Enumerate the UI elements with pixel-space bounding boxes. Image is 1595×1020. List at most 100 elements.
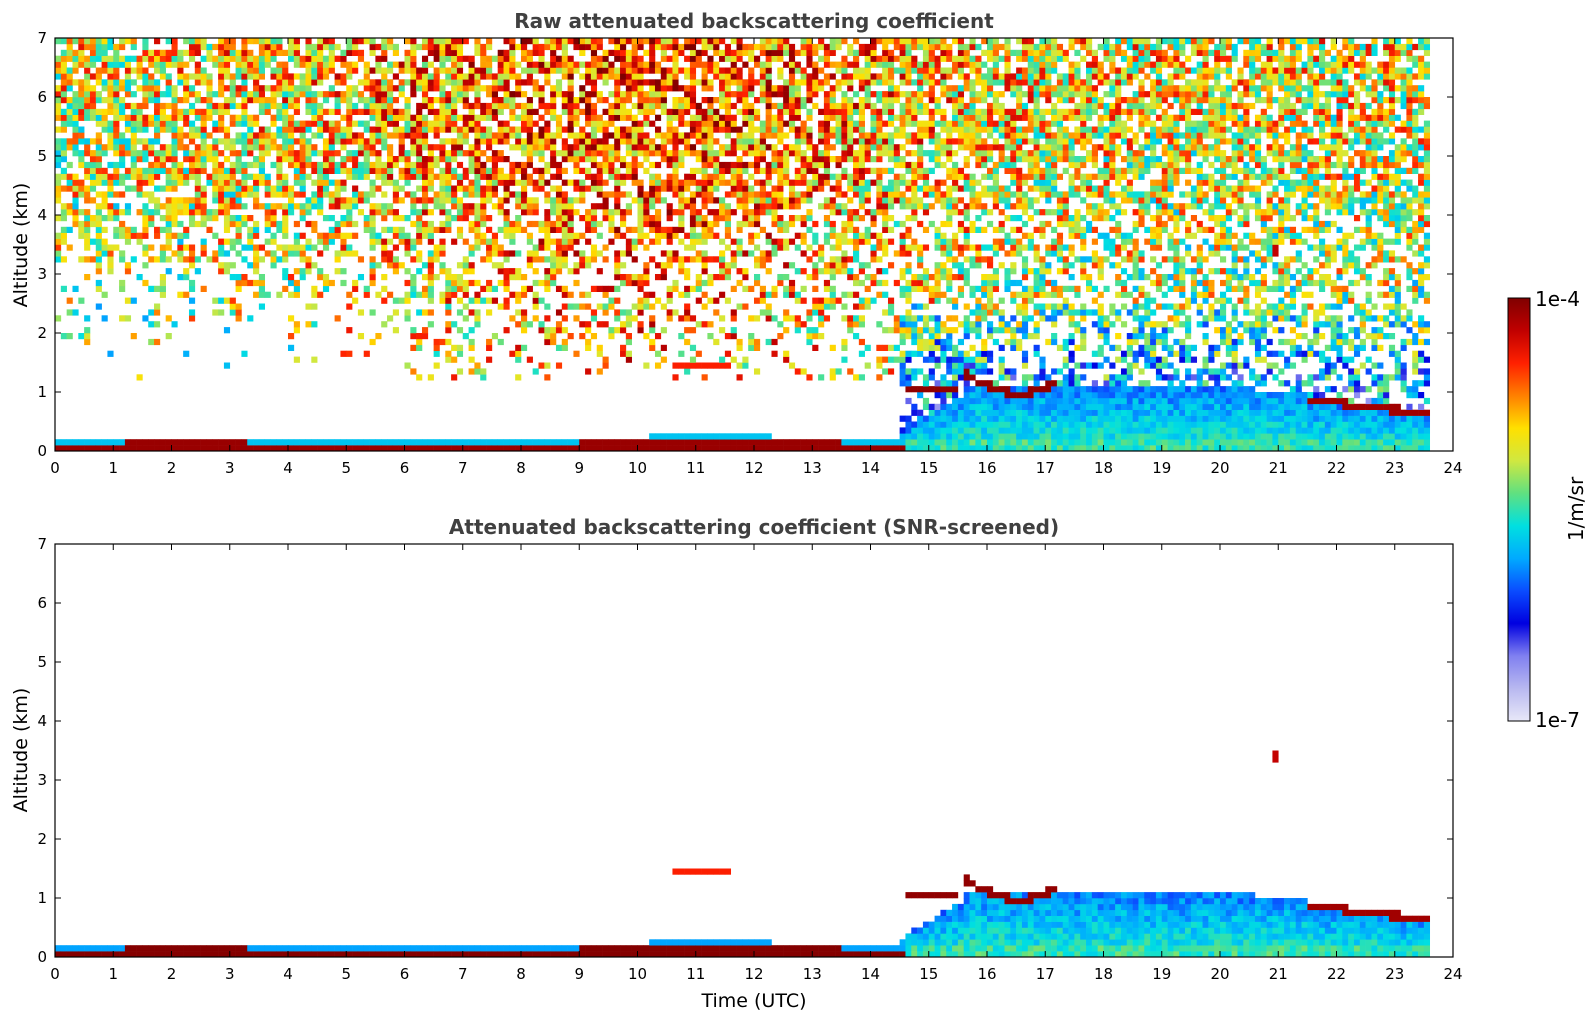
heatmap-cell — [602, 73, 609, 80]
heatmap-cell — [788, 197, 796, 204]
heatmap-cell — [818, 179, 825, 186]
heatmap-cell — [387, 179, 394, 186]
heatmap-cell — [806, 338, 813, 346]
heatmap-cell — [550, 327, 557, 334]
heatmap-cell — [701, 268, 708, 275]
heatmap-cell — [870, 167, 877, 174]
heatmap-cell — [421, 97, 429, 104]
heatmap-cell — [229, 79, 236, 86]
heatmap-cell — [427, 173, 434, 180]
heatmap-cell — [171, 173, 178, 180]
heatmap-cell — [864, 43, 871, 51]
heatmap-cell — [305, 156, 312, 163]
heatmap-cell — [264, 85, 271, 92]
heatmap-cell — [759, 285, 766, 292]
heatmap-cell — [730, 38, 737, 45]
heatmap-cell — [701, 138, 708, 145]
heatmap-cell — [468, 108, 475, 115]
heatmap-cell — [788, 262, 796, 269]
heatmap-cell — [218, 167, 225, 174]
heatmap-cell — [101, 315, 108, 322]
heatmap-cell — [200, 120, 207, 127]
heatmap-cell — [328, 61, 335, 68]
heatmap-cell — [311, 43, 318, 51]
heatmap-cell — [643, 167, 650, 174]
heatmap-cell — [713, 108, 720, 115]
heatmap-cell — [800, 49, 807, 56]
heatmap-cell — [276, 67, 283, 74]
heatmap-cell — [439, 338, 446, 346]
heatmap-cell — [625, 191, 632, 198]
heatmap-cell — [794, 67, 801, 74]
heatmap-cell — [579, 262, 586, 269]
heatmap-cell — [579, 167, 586, 174]
heatmap-cell — [765, 338, 772, 346]
heatmap-cell — [305, 79, 312, 86]
heatmap-cell — [258, 244, 266, 251]
heatmap-cell — [55, 126, 62, 133]
heatmap-cell — [748, 439, 755, 446]
heatmap-cell — [847, 238, 854, 245]
heatmap-cell — [375, 262, 382, 269]
heatmap-cell — [602, 55, 609, 62]
heatmap-cell — [486, 132, 493, 139]
heatmap-cell — [183, 445, 190, 451]
heatmap-cell — [270, 73, 277, 80]
heatmap-cell — [625, 85, 632, 92]
heatmap-cell — [84, 197, 91, 204]
heatmap-cell — [748, 344, 755, 351]
heatmap-cell — [229, 179, 236, 186]
heatmap-cell — [177, 439, 184, 446]
heatmap-cell — [468, 262, 475, 269]
heatmap-cell — [375, 167, 382, 174]
heatmap-cell — [445, 55, 452, 62]
heatmap-cell — [666, 203, 673, 210]
heatmap-cell — [264, 179, 271, 186]
heatmap-cell — [346, 97, 353, 104]
heatmap-cell — [853, 303, 860, 310]
heatmap-cell — [404, 439, 411, 446]
heatmap-cell — [480, 209, 487, 216]
heatmap-cell — [398, 262, 405, 269]
heatmap-cell — [253, 244, 260, 251]
heatmap-cell — [223, 197, 231, 204]
heatmap-cell — [183, 49, 190, 56]
heatmap-cell — [474, 220, 481, 228]
heatmap-cell — [165, 91, 172, 98]
heatmap-cell — [416, 138, 423, 145]
heatmap-cell — [328, 55, 335, 62]
heatmap-cell — [701, 173, 708, 180]
heatmap-cell — [649, 138, 656, 145]
heatmap-cell — [410, 79, 417, 86]
heatmap-cell — [742, 274, 749, 281]
heatmap-cell — [392, 439, 399, 446]
heatmap-cell — [107, 350, 114, 357]
heatmap-cell — [509, 55, 516, 62]
heatmap-cell — [107, 262, 114, 269]
heatmap-cell — [433, 85, 440, 92]
heatmap-cell — [625, 55, 632, 62]
heatmap-cell — [78, 333, 85, 340]
heatmap-cell — [346, 102, 353, 110]
heatmap-cell — [258, 179, 266, 186]
heatmap-cell — [503, 439, 510, 446]
heatmap-cell — [835, 439, 842, 446]
heatmap-cell — [270, 138, 277, 145]
heatmap-cell — [218, 150, 225, 157]
heatmap-cell — [497, 226, 504, 233]
heatmap-cell — [823, 203, 831, 210]
heatmap-cell — [60, 120, 67, 127]
heatmap-cell — [736, 445, 743, 451]
heatmap-cell — [707, 321, 714, 328]
heatmap-cell — [421, 191, 429, 198]
heatmap-cell — [235, 274, 242, 281]
heatmap-cell — [66, 244, 73, 251]
heatmap-cell — [561, 244, 568, 251]
heatmap-cell — [113, 144, 120, 151]
heatmap-cell — [719, 268, 726, 275]
heatmap-cell — [503, 156, 510, 163]
heatmap-cell — [590, 173, 598, 180]
heatmap-cell — [445, 67, 452, 74]
heatmap-cell — [101, 191, 108, 198]
heatmap-cell — [445, 274, 452, 281]
